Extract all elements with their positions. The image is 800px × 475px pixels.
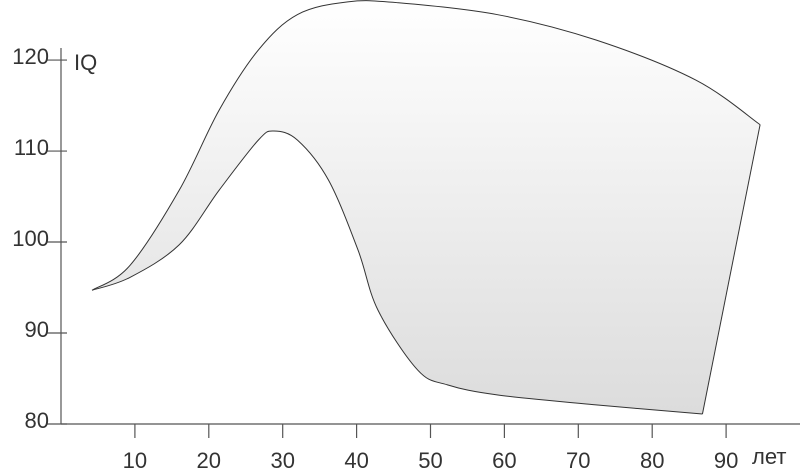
y-tick-label: 100 xyxy=(12,226,49,251)
y-tick-label: 110 xyxy=(14,135,49,160)
x-tick-label: 70 xyxy=(566,448,590,473)
band-fill xyxy=(92,0,761,414)
x-tick-label: 60 xyxy=(492,448,516,473)
x-tick-label: 80 xyxy=(640,448,664,473)
x-tick-label: 40 xyxy=(344,448,368,473)
x-tick-label: 20 xyxy=(197,448,221,473)
y-tick-label: 120 xyxy=(12,44,49,69)
x-tick-label: 50 xyxy=(418,448,442,473)
band-edge xyxy=(701,124,761,415)
x-tick-label: 90 xyxy=(714,448,738,473)
y-tick-label: 80 xyxy=(25,408,49,433)
y-axis-label: IQ xyxy=(74,50,97,75)
x-tick-label: 10 xyxy=(123,448,147,473)
y-tick-label: 90 xyxy=(25,317,49,342)
x-axis-label: лет xyxy=(752,444,786,469)
x-tick-label: 30 xyxy=(270,448,294,473)
curve xyxy=(91,0,761,291)
curve xyxy=(91,130,703,415)
